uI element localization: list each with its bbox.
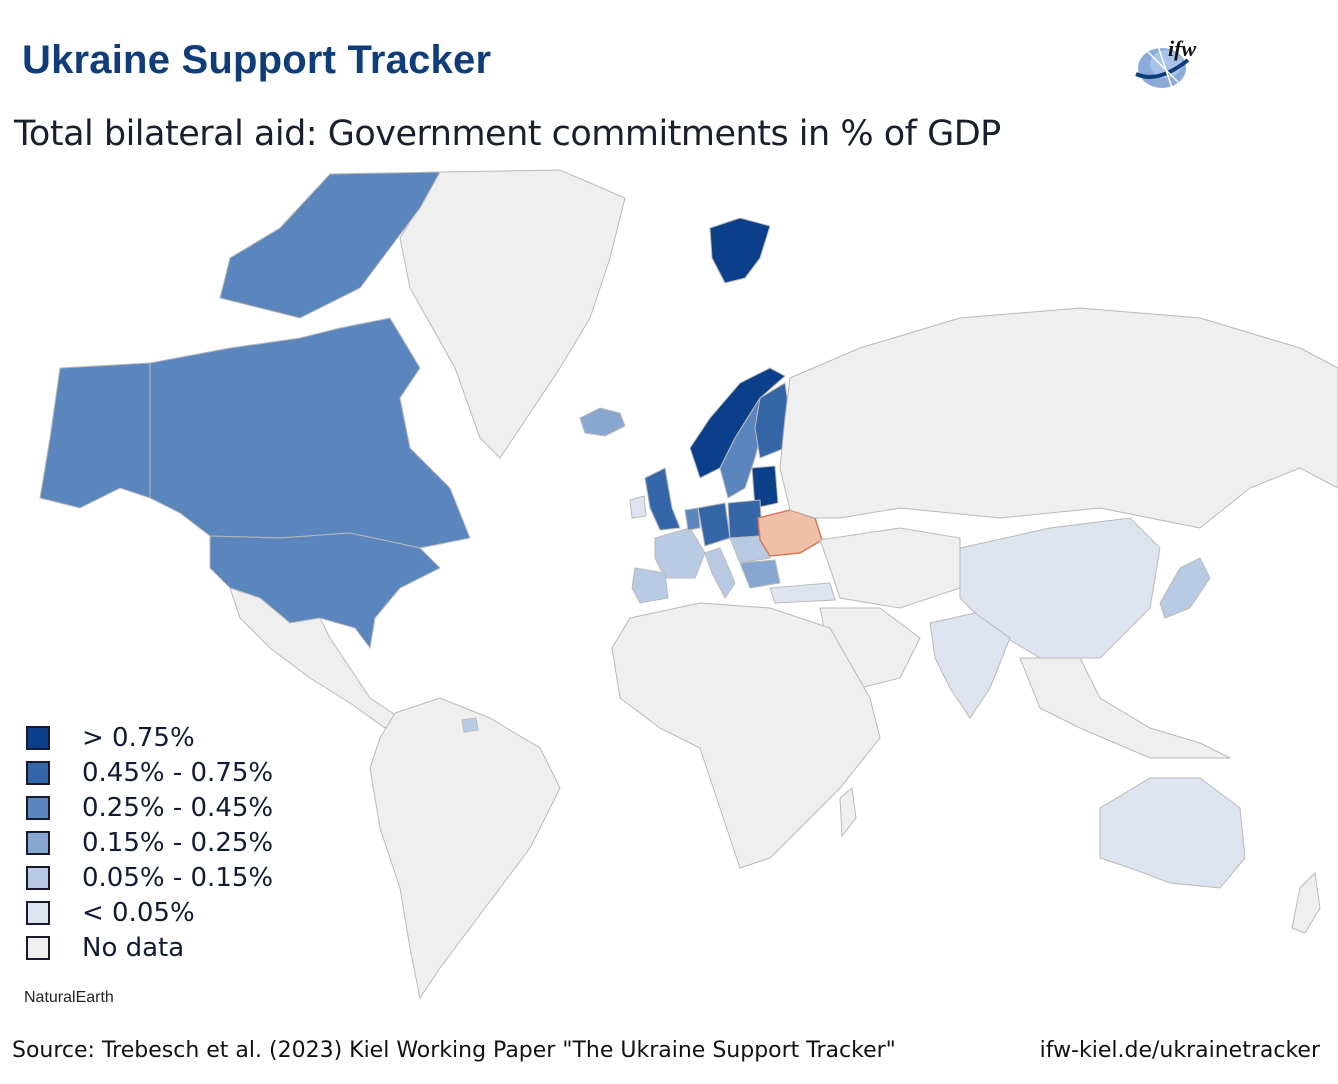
- world-map: [39, 169, 1338, 1000]
- germany: [697, 502, 731, 547]
- france: [654, 527, 706, 579]
- italy: [704, 547, 736, 599]
- legend-swatch-lt-005: [26, 900, 50, 925]
- russia: [779, 307, 1338, 529]
- legend-label: No data: [82, 932, 185, 963]
- legend-item: 0.05% - 0.15%: [26, 860, 273, 895]
- norway: [689, 367, 786, 479]
- legend-label: 0.45% - 0.75%: [82, 757, 274, 788]
- ireland: [629, 495, 647, 519]
- central-europe: [729, 535, 771, 564]
- legend-swatch-005-015: [26, 865, 50, 890]
- southeast-asia: [1019, 657, 1231, 759]
- legend-label: 0.25% - 0.45%: [82, 792, 274, 823]
- map-legend: > 0.75% 0.45% - 0.75% 0.25% - 0.45% 0.15…: [26, 720, 273, 965]
- legend-swatch-025-045: [26, 795, 50, 820]
- madagascar: [839, 787, 857, 838]
- legend-label: 0.15% - 0.25%: [82, 827, 274, 858]
- legend-item: 0.25% - 0.45%: [26, 790, 273, 825]
- iberia: [631, 567, 669, 604]
- globe-icon: [1135, 45, 1190, 89]
- legend-item: 0.15% - 0.25%: [26, 825, 273, 860]
- legend-swatch-045-075: [26, 760, 50, 785]
- canada-arctic: [219, 171, 441, 319]
- india: [929, 612, 1011, 719]
- greenland: [399, 169, 626, 459]
- mexico: [229, 587, 401, 729]
- svg-text:ifw: ifw: [1168, 36, 1196, 61]
- alaska: [39, 362, 151, 509]
- uk: [644, 467, 681, 531]
- benelux: [684, 507, 701, 531]
- turkey: [769, 582, 836, 604]
- legend-label: 0.05% - 0.15%: [82, 862, 274, 893]
- africa: [611, 602, 881, 869]
- svalbard: [709, 217, 771, 284]
- legend-swatch-gt-075: [26, 725, 50, 750]
- legend-item: > 0.75%: [26, 720, 273, 755]
- legend-label: > 0.75%: [82, 722, 195, 753]
- source-url: ifw-kiel.de/ukrainetracker: [1039, 1038, 1320, 1063]
- japan: [1159, 557, 1211, 619]
- iceland: [579, 407, 626, 437]
- balkans: [739, 559, 781, 589]
- canada: [149, 317, 471, 549]
- australia: [1099, 777, 1246, 889]
- page-title: Ukraine Support Tracker: [22, 38, 492, 82]
- legend-item: No data: [26, 930, 273, 965]
- legend-label: < 0.05%: [82, 897, 195, 928]
- legend-swatch-015-025: [26, 830, 50, 855]
- central-asia: [819, 527, 961, 609]
- legend-item: < 0.05%: [26, 895, 273, 930]
- guyana-suriname: [461, 717, 479, 733]
- map-credit: NaturalEarth: [24, 989, 114, 1006]
- source-note: Source: Trebesch et al. (2023) Kiel Work…: [12, 1038, 896, 1063]
- baltics: [751, 465, 779, 509]
- poland: [727, 499, 763, 539]
- ifw-logo: ifw: [1128, 34, 1218, 94]
- legend-item: 0.45% - 0.75%: [26, 755, 273, 790]
- south-america: [369, 697, 561, 1000]
- legend-swatch-no-data: [26, 935, 50, 960]
- new-zealand: [1291, 871, 1321, 934]
- map-subtitle: Total bilateral aid: Government commitme…: [14, 114, 1001, 154]
